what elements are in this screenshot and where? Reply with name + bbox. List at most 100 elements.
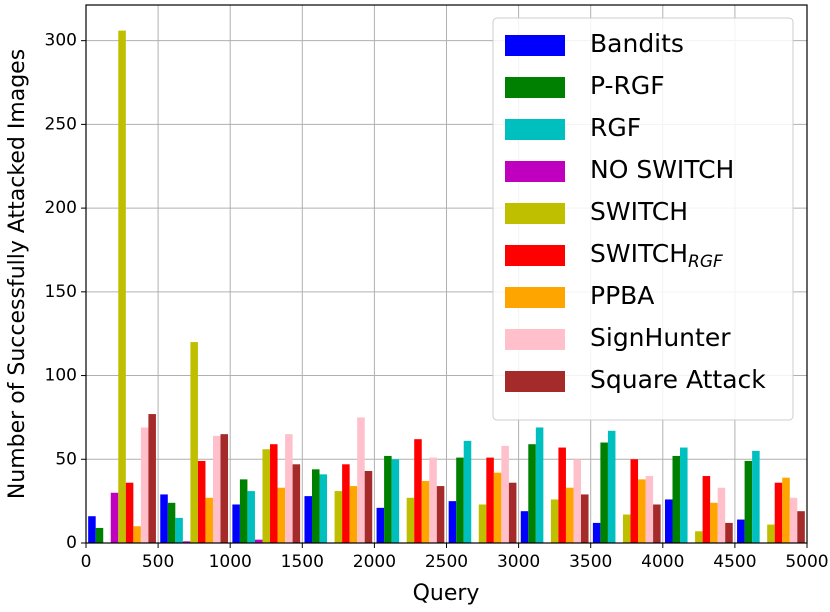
bar xyxy=(448,501,457,543)
bar xyxy=(528,444,536,543)
bar xyxy=(782,477,790,543)
bar xyxy=(429,457,437,543)
bar xyxy=(600,442,608,543)
bar xyxy=(520,511,529,543)
bar xyxy=(292,464,301,543)
legend-label: SignHunter xyxy=(590,323,731,352)
bar xyxy=(573,459,582,543)
x-tick-label: 4000 xyxy=(641,552,684,572)
bar xyxy=(421,481,430,543)
bar xyxy=(334,491,343,543)
legend-label: Square Attack xyxy=(590,365,766,394)
bar xyxy=(197,460,206,543)
x-tick-label: 3000 xyxy=(497,552,540,572)
bar xyxy=(277,487,286,543)
bar xyxy=(680,447,688,543)
bar xyxy=(607,430,616,543)
legend-swatch xyxy=(505,245,565,266)
x-axis-label: Query xyxy=(413,581,480,606)
bar xyxy=(182,541,191,543)
legend-box xyxy=(492,17,794,421)
bar xyxy=(478,504,487,543)
x-tick-label: 0 xyxy=(81,552,92,572)
legend-label-text: Square Attack xyxy=(590,365,766,394)
legend-label-text: P-RGF xyxy=(590,71,665,100)
bar xyxy=(232,504,240,543)
bar xyxy=(148,414,156,543)
bar xyxy=(140,427,149,543)
y-tick-label: 0 xyxy=(66,533,77,553)
y-tick-label: 200 xyxy=(45,198,77,218)
bar xyxy=(456,457,464,543)
legend-swatch xyxy=(505,287,565,308)
x-tick-label: 1000 xyxy=(209,552,252,572)
bar xyxy=(125,482,134,543)
x-tick-label: 2000 xyxy=(353,552,396,572)
bar xyxy=(463,440,472,543)
legend-label: P-RGF xyxy=(590,71,665,100)
bar xyxy=(414,439,422,543)
bar xyxy=(702,476,711,543)
y-tick-label: 100 xyxy=(45,366,77,386)
bar xyxy=(270,444,278,543)
legend-label-text: Bandits xyxy=(590,29,684,58)
legend-swatch xyxy=(505,371,565,392)
bar xyxy=(376,507,385,543)
bar xyxy=(501,445,509,543)
bar xyxy=(212,435,221,543)
legend-label: SWITCH xyxy=(590,197,688,226)
legend-swatch xyxy=(505,77,565,98)
bar xyxy=(175,517,183,543)
bar xyxy=(493,472,502,543)
bar xyxy=(486,457,494,543)
legend-swatch xyxy=(505,161,565,182)
legend-label-text: PPBA xyxy=(590,281,654,310)
legend-label-text: SWITCH xyxy=(590,239,688,268)
bar xyxy=(565,487,574,543)
bar xyxy=(767,524,775,543)
legend-label: RGF xyxy=(590,113,641,142)
bar xyxy=(247,491,255,543)
y-tick-label: 150 xyxy=(45,282,77,302)
bar xyxy=(737,519,745,543)
bar xyxy=(752,450,760,543)
y-tick-label: 250 xyxy=(45,114,77,134)
bar xyxy=(725,522,733,543)
bar xyxy=(190,342,198,543)
bar xyxy=(167,502,176,543)
legend-swatch xyxy=(505,35,565,56)
bar xyxy=(285,434,293,543)
bar xyxy=(592,522,601,543)
y-tick-label: 50 xyxy=(55,449,77,469)
bar xyxy=(581,494,589,543)
bar xyxy=(357,417,365,543)
bar xyxy=(558,447,566,543)
y-tick-label: 300 xyxy=(45,31,77,51)
bar xyxy=(118,30,126,544)
bar xyxy=(239,479,248,543)
legend-swatch xyxy=(505,329,565,350)
bar xyxy=(774,482,783,543)
legend-label: NO SWITCH xyxy=(590,155,734,184)
x-tick-label: 4500 xyxy=(713,552,756,572)
bar xyxy=(436,486,445,543)
bar xyxy=(672,455,681,543)
x-tick-label: 2500 xyxy=(425,552,468,572)
x-tick-label: 1500 xyxy=(281,552,324,572)
bar xyxy=(220,434,229,543)
legend-label-text: SignHunter xyxy=(590,323,731,352)
legend-label: PPBA xyxy=(590,281,654,310)
bar xyxy=(406,497,415,543)
bar xyxy=(717,487,726,543)
bar xyxy=(95,527,104,543)
y-axis-label: Number of Successfully Attacked Images xyxy=(5,49,30,499)
bar xyxy=(744,460,753,543)
legend-label-subscript: RGF xyxy=(688,252,723,272)
bar xyxy=(384,455,392,543)
bar xyxy=(205,497,213,543)
legend-label-text: SWITCH xyxy=(590,197,688,226)
bar xyxy=(349,486,358,543)
bar xyxy=(653,504,661,543)
bar xyxy=(789,497,798,543)
